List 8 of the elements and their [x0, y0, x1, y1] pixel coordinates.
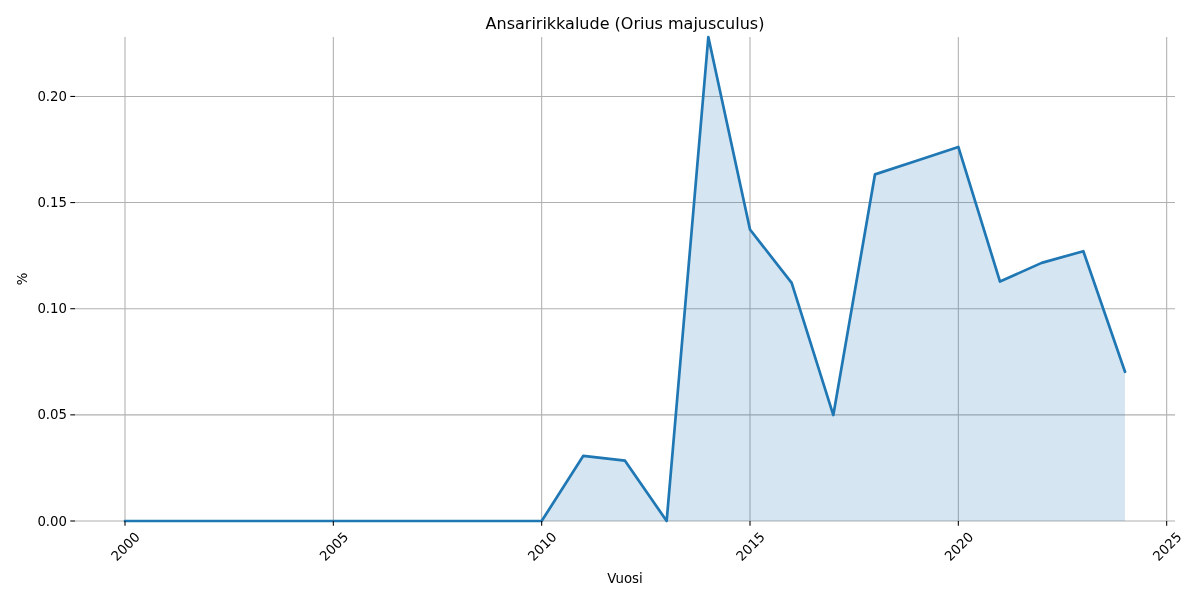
- y-tick-label: 0.20: [37, 88, 67, 104]
- y-tick-label: 0.15: [37, 195, 67, 211]
- y-tick-label: 0.10: [37, 301, 67, 317]
- x-axis-title: Vuosi: [607, 570, 643, 586]
- chart-title: Ansaririkkalude (Orius majusculus): [485, 13, 765, 33]
- y-tick-label: 0.00: [37, 513, 67, 529]
- y-tick-label: 0.05: [37, 407, 67, 423]
- y-axis-title: %: [14, 272, 30, 286]
